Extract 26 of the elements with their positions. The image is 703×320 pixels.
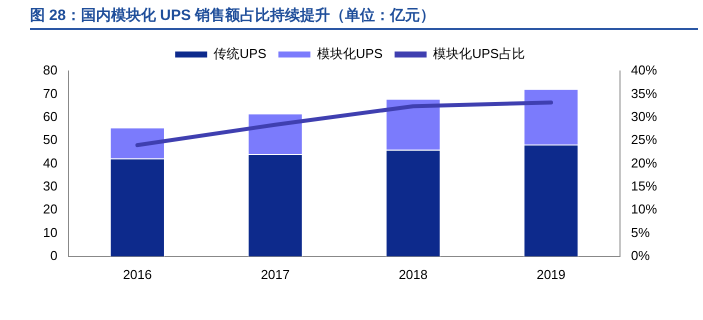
x-tick-label: 2018	[398, 266, 428, 282]
chart-title: 图 28：国内模块化 UPS 销售额占比持续提升（单位：亿元）	[30, 4, 698, 30]
y-tick-label: 80	[42, 62, 58, 78]
legend-label: 传统UPS	[214, 46, 267, 62]
y-tick-label: 50	[42, 132, 58, 148]
x-tick-label: 2016	[122, 266, 152, 282]
x-tick-label: 2017	[260, 266, 290, 282]
y-tick-label: 40	[42, 155, 58, 170]
y2-tick-label: 35%	[630, 86, 658, 101]
y-tick-label: 30	[42, 178, 58, 194]
y-tick-label: 60	[42, 108, 58, 124]
legend-label: 模块化UPS	[316, 46, 383, 62]
y2-tick-label: 15%	[630, 178, 658, 194]
y2-tick-label: 0%	[630, 248, 650, 263]
y-tick-label: 70	[42, 86, 58, 101]
x-tick-label: 2019	[536, 266, 566, 282]
y2-tick-label: 10%	[630, 202, 658, 217]
y2-tick-label: 5%	[630, 224, 650, 240]
y2-tick-label: 40%	[630, 62, 658, 78]
y2-tick-label: 20%	[630, 155, 658, 170]
y2-tick-label: 25%	[630, 132, 658, 148]
y-tick-label: 20	[42, 202, 58, 217]
y-tick-label: 0	[50, 248, 58, 263]
y-tick-label: 10	[42, 224, 58, 240]
y2-tick-label: 30%	[630, 108, 658, 124]
legend-label: 模块化UPS占比	[433, 46, 525, 62]
